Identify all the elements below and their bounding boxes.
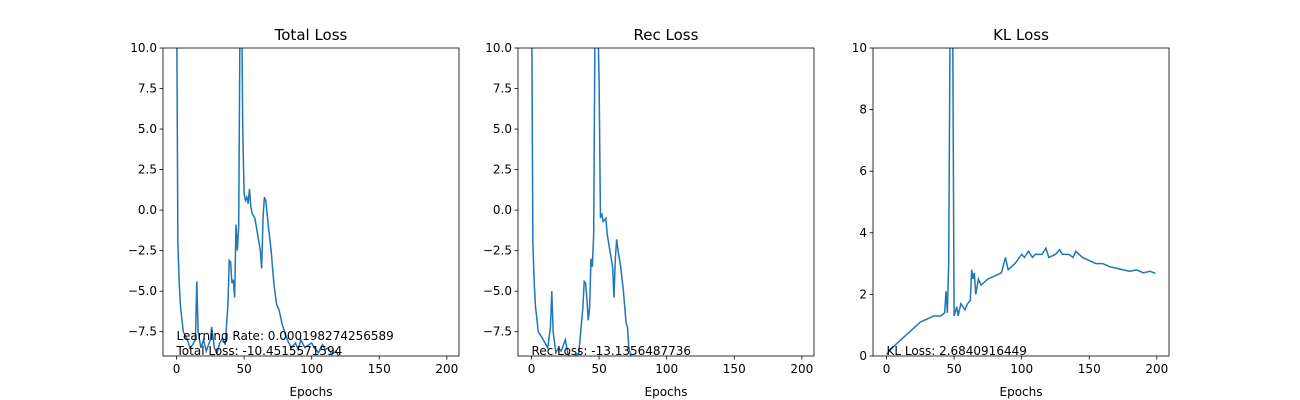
x-tick-label: 100	[1010, 362, 1033, 376]
y-tick-label: −7.5	[483, 325, 512, 339]
y-tick-label: 2.5	[138, 163, 157, 177]
y-tick-label: 4	[859, 226, 867, 240]
x-tick-label: 50	[236, 362, 251, 376]
axes-frame	[517, 47, 815, 357]
y-tick-label: −2.5	[483, 244, 512, 258]
y-tick-label: 5.0	[493, 122, 512, 136]
y-tick-label: 10.0	[485, 41, 512, 55]
panel: Rec Loss −7.5 −5.0 −2.5 0.0 2.5 5.0 7.5 10.0 0 50 1…	[483, 26, 815, 399]
y-tick-label: 8	[859, 103, 867, 117]
annotation: Rec Loss: -13.1356487736	[532, 344, 692, 358]
x-tick-label: 50	[946, 362, 961, 376]
x-tick-label: 0	[528, 362, 536, 376]
chart-title: Total Loss	[274, 26, 348, 44]
x-tick-label: 100	[655, 362, 678, 376]
axes-frame	[162, 47, 460, 357]
x-tick-label: 150	[723, 362, 746, 376]
panel: Total Loss −7.5 −5.0 −2.5 0.0 2.5 5.0 7.5 10.0 0 5…	[128, 26, 460, 399]
y-tick-label: 0	[859, 349, 867, 363]
y-tick-label: 2	[859, 287, 867, 301]
y-tick-label: −2.5	[128, 244, 157, 258]
y-tick-label: 5.0	[138, 122, 157, 136]
y-tick-label: 2.5	[493, 163, 512, 177]
x-tick-label: 0	[883, 362, 891, 376]
x-tick-label: 0	[173, 362, 181, 376]
data-line	[176, 48, 340, 356]
x-axis-label: Epochs	[290, 385, 333, 399]
y-tick-label: 0.0	[493, 203, 512, 217]
y-tick-label: 6	[859, 164, 867, 178]
axes-frame	[872, 47, 1170, 357]
chart-title: Rec Loss	[634, 26, 699, 44]
annotation: Total Loss: -10.4515571594	[176, 344, 343, 358]
y-tick-label: 10.0	[130, 41, 157, 55]
annotation: KL Loss: 2.6840916449	[887, 344, 1027, 358]
y-tick-label: 7.5	[493, 82, 512, 96]
data-line	[531, 48, 632, 356]
y-tick-label: 7.5	[138, 82, 157, 96]
x-tick-label: 150	[368, 362, 391, 376]
annotation: Learning Rate: 0.000198274256589	[177, 329, 394, 343]
x-tick-label: 100	[300, 362, 323, 376]
x-axis-label: Epochs	[1000, 385, 1043, 399]
x-tick-label: 200	[1145, 362, 1168, 376]
x-tick-label: 150	[1078, 362, 1101, 376]
x-tick-label: 50	[591, 362, 606, 376]
y-tick-label: −5.0	[128, 284, 157, 298]
x-tick-label: 200	[435, 362, 458, 376]
chart-title: KL Loss	[993, 26, 1049, 44]
y-tick-label: −7.5	[128, 325, 157, 339]
x-axis-label: Epochs	[645, 385, 688, 399]
y-tick-label: −5.0	[483, 284, 512, 298]
y-tick-label: 10	[852, 41, 867, 55]
x-tick-label: 200	[790, 362, 813, 376]
data-line	[885, 48, 1156, 355]
y-tick-label: 0.0	[138, 203, 157, 217]
